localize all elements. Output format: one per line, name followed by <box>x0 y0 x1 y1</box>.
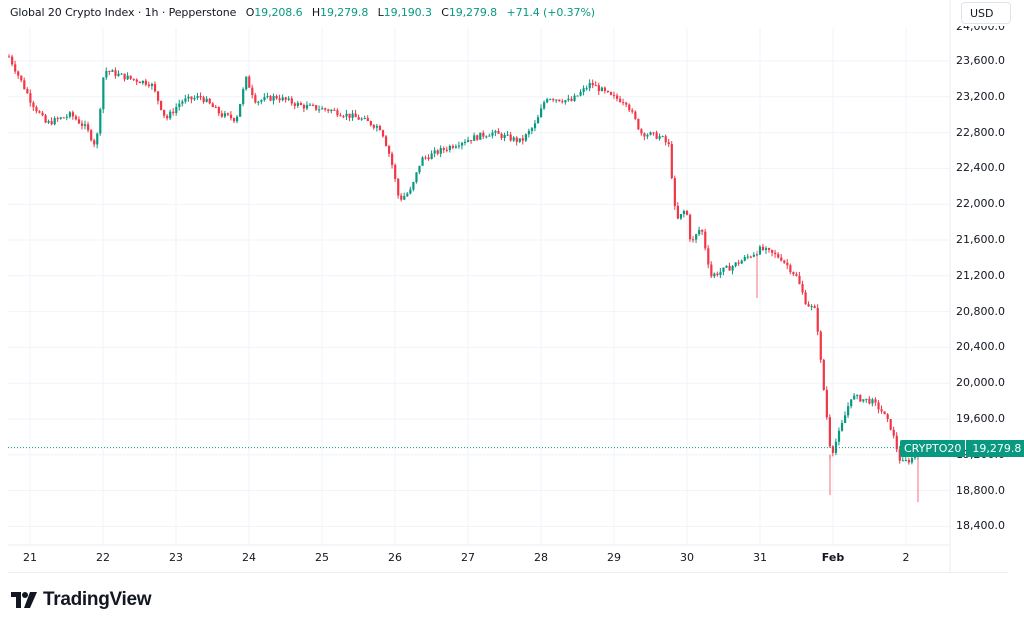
price-tick-label: 20,000.0 <box>956 376 1005 390</box>
last-price-tag: CRYPTO20 19,279.8 <box>900 440 1024 457</box>
bottom-divider <box>8 572 1008 573</box>
time-tick-label: Feb <box>821 551 845 564</box>
time-tick-label: 23 <box>169 551 183 564</box>
price-tick-label: 19,600.0 <box>956 412 1005 425</box>
price-tick-label: 21,600.0 <box>956 233 1005 246</box>
time-tick-label: 29 <box>607 551 621 564</box>
symbol-legend: Global 20 Crypto Index · 1h · Pepperston… <box>10 6 595 19</box>
interval[interactable]: 1h <box>144 6 159 19</box>
price-tick-label: 21,200.0 <box>956 268 1005 282</box>
low-value: 19,190.3 <box>383 6 432 19</box>
price-tick-label: 20,800.0 <box>956 304 1005 318</box>
time-tick-label: 22 <box>96 551 110 564</box>
change-value: +71.4 (+0.37%) <box>506 6 596 19</box>
time-tick-label: 31 <box>753 551 767 564</box>
legend-separator: · <box>137 6 142 19</box>
data-source: Pepperstone <box>168 6 237 19</box>
time-tick-label: 25 <box>315 551 329 564</box>
price-tick-label: 22,000.0 <box>956 197 1005 211</box>
low-label: L <box>377 6 384 19</box>
tradingview-logo[interactable]: TradingView <box>11 589 152 611</box>
price-tick-label: 20,400.0 <box>956 340 1005 354</box>
candlestick-chart[interactable] <box>0 0 1024 572</box>
open-value: 19,208.6 <box>254 6 303 19</box>
grid-lines <box>8 0 951 572</box>
open-label: O <box>245 6 255 19</box>
candles <box>8 54 923 503</box>
currency-button[interactable]: USD <box>961 2 1011 24</box>
high-value: 19,279.8 <box>320 6 369 19</box>
high-label: H <box>311 6 321 19</box>
time-tick-label: 27 <box>461 551 475 564</box>
time-tick-label: 2 <box>902 551 910 564</box>
time-tick-label: 28 <box>534 551 548 564</box>
time-tick-label: 24 <box>242 551 256 564</box>
time-tick-label: 30 <box>680 551 694 564</box>
price-tick-label: 24,000.0 <box>956 20 1005 33</box>
close-value: 19,279.8 <box>448 6 498 19</box>
time-tick-label: 26 <box>388 551 402 564</box>
last-price-value: 19,279.8 <box>966 440 1024 457</box>
time-tick-label: 21 <box>23 551 37 564</box>
close-label: C <box>441 6 449 19</box>
tradingview-logo-text: TradingView <box>43 589 152 610</box>
symbol-name[interactable]: Global 20 Crypto Index <box>10 6 135 19</box>
price-tick-label: 18,400.0 <box>956 519 1005 533</box>
price-tick-label: 23,600.0 <box>956 54 1005 67</box>
price-tick-label: 23,200.0 <box>956 89 1005 103</box>
last-price-symbol: CRYPTO20 <box>900 440 966 457</box>
legend-separator: · <box>161 6 166 19</box>
tradingview-logo-icon <box>11 592 37 608</box>
price-tick-label: 18,800.0 <box>956 483 1005 497</box>
price-tick-label: 22,800.0 <box>956 125 1005 139</box>
chart-area[interactable]: Global 20 Crypto Index · 1h · Pepperston… <box>0 0 1024 572</box>
price-tick-label: 22,400.0 <box>956 161 1005 175</box>
